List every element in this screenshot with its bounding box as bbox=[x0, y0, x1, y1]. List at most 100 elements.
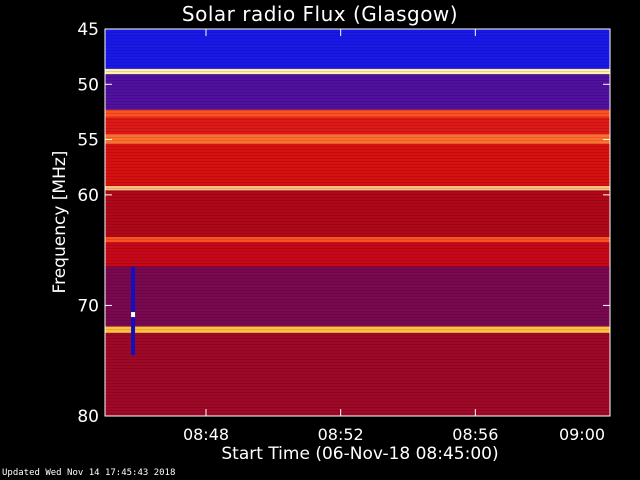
texture-line bbox=[105, 350, 610, 351]
texture-line bbox=[105, 203, 610, 204]
texture-line bbox=[105, 233, 610, 234]
texture-line bbox=[105, 140, 610, 141]
texture-line bbox=[105, 236, 610, 237]
texture-line bbox=[105, 170, 610, 171]
texture-line bbox=[105, 35, 610, 36]
texture-line bbox=[105, 335, 610, 336]
texture-line bbox=[105, 104, 610, 105]
texture-line bbox=[105, 320, 610, 321]
texture-line bbox=[105, 401, 610, 402]
texture-line bbox=[105, 134, 610, 135]
texture-line bbox=[105, 392, 610, 393]
texture-line bbox=[105, 149, 610, 150]
axes: 45 50 55 60 70 80 08:48 08:52 08:56 09:00 bbox=[77, 20, 611, 444]
texture-line bbox=[105, 287, 610, 288]
texture-line bbox=[105, 254, 610, 255]
texture-line bbox=[105, 257, 610, 258]
texture-line bbox=[105, 338, 610, 339]
texture-line bbox=[105, 308, 610, 309]
texture-line bbox=[105, 380, 610, 381]
texture-line bbox=[105, 218, 610, 219]
burst-peak bbox=[131, 312, 136, 318]
texture-line bbox=[105, 59, 610, 60]
texture-line bbox=[105, 224, 610, 225]
texture-line bbox=[105, 131, 610, 132]
texture-line bbox=[105, 386, 610, 387]
texture-line bbox=[105, 122, 610, 123]
texture-line bbox=[105, 284, 610, 285]
y-tick-label: 45 bbox=[77, 20, 99, 40]
texture-line bbox=[105, 347, 610, 348]
texture-line bbox=[105, 221, 610, 222]
texture-line bbox=[105, 362, 610, 363]
x-axis-label: Start Time (06-Nov-18 08:45:00) bbox=[221, 444, 499, 464]
texture-line bbox=[105, 92, 610, 93]
frequency-band bbox=[105, 117, 610, 135]
texture-line bbox=[105, 188, 610, 189]
texture-line bbox=[105, 383, 610, 384]
texture-line bbox=[105, 263, 610, 264]
frequency-band bbox=[105, 190, 610, 237]
texture-line bbox=[105, 200, 610, 201]
texture-line bbox=[105, 56, 610, 57]
frequency-band bbox=[105, 326, 610, 334]
texture-line bbox=[105, 116, 610, 117]
texture-line bbox=[105, 251, 610, 252]
texture-line bbox=[105, 305, 610, 306]
frequency-band bbox=[105, 242, 610, 267]
texture-line bbox=[105, 50, 610, 51]
texture-line bbox=[105, 296, 610, 297]
texture-line bbox=[105, 344, 610, 345]
texture-line bbox=[105, 353, 610, 354]
y-tick-label: 70 bbox=[77, 296, 99, 316]
y-tick-label: 55 bbox=[77, 131, 99, 151]
texture-line bbox=[105, 179, 610, 180]
spectrogram-plot bbox=[105, 29, 610, 416]
texture-line bbox=[105, 407, 610, 408]
texture-line bbox=[105, 374, 610, 375]
texture-line bbox=[105, 302, 610, 303]
texture-line bbox=[105, 329, 610, 330]
x-tick-label: 08:52 bbox=[318, 425, 364, 444]
texture-line bbox=[105, 266, 610, 267]
texture-line bbox=[105, 275, 610, 276]
texture-line bbox=[105, 212, 610, 213]
texture-line bbox=[105, 119, 610, 120]
texture-line bbox=[105, 185, 610, 186]
texture-line bbox=[105, 74, 610, 75]
texture-line bbox=[105, 176, 610, 177]
texture-line bbox=[105, 281, 610, 282]
texture-line bbox=[105, 404, 610, 405]
texture-line bbox=[105, 32, 610, 33]
texture-line bbox=[105, 326, 610, 327]
texture-line bbox=[105, 209, 610, 210]
frequency-band bbox=[105, 333, 610, 416]
x-tick-label: 08:48 bbox=[183, 425, 229, 444]
texture-line bbox=[105, 65, 610, 66]
x-tick-label: 09:00 bbox=[559, 425, 605, 444]
texture-line bbox=[105, 278, 610, 279]
texture-line bbox=[105, 173, 610, 174]
texture-line bbox=[105, 41, 610, 42]
texture-line bbox=[105, 44, 610, 45]
texture-line bbox=[105, 269, 610, 270]
texture-line bbox=[105, 182, 610, 183]
texture-line bbox=[105, 152, 610, 153]
y-tick-label: 80 bbox=[77, 407, 99, 427]
frequency-band bbox=[105, 266, 610, 327]
texture-line bbox=[105, 197, 610, 198]
texture-line bbox=[105, 158, 610, 159]
texture-line bbox=[105, 410, 610, 411]
texture-line bbox=[105, 80, 610, 81]
updated-timestamp: Updated Wed Nov 14 17:45:43 2018 bbox=[2, 468, 176, 478]
chart-title: Solar radio Flux (Glasgow) bbox=[181, 2, 459, 26]
texture-line bbox=[105, 377, 610, 378]
texture-line bbox=[105, 38, 610, 39]
frequency-band bbox=[105, 29, 610, 69]
frequency-band bbox=[105, 134, 610, 144]
texture-line bbox=[105, 323, 610, 324]
burst-feature bbox=[131, 266, 136, 356]
texture-line bbox=[105, 299, 610, 300]
y-tick-label: 50 bbox=[77, 75, 99, 95]
